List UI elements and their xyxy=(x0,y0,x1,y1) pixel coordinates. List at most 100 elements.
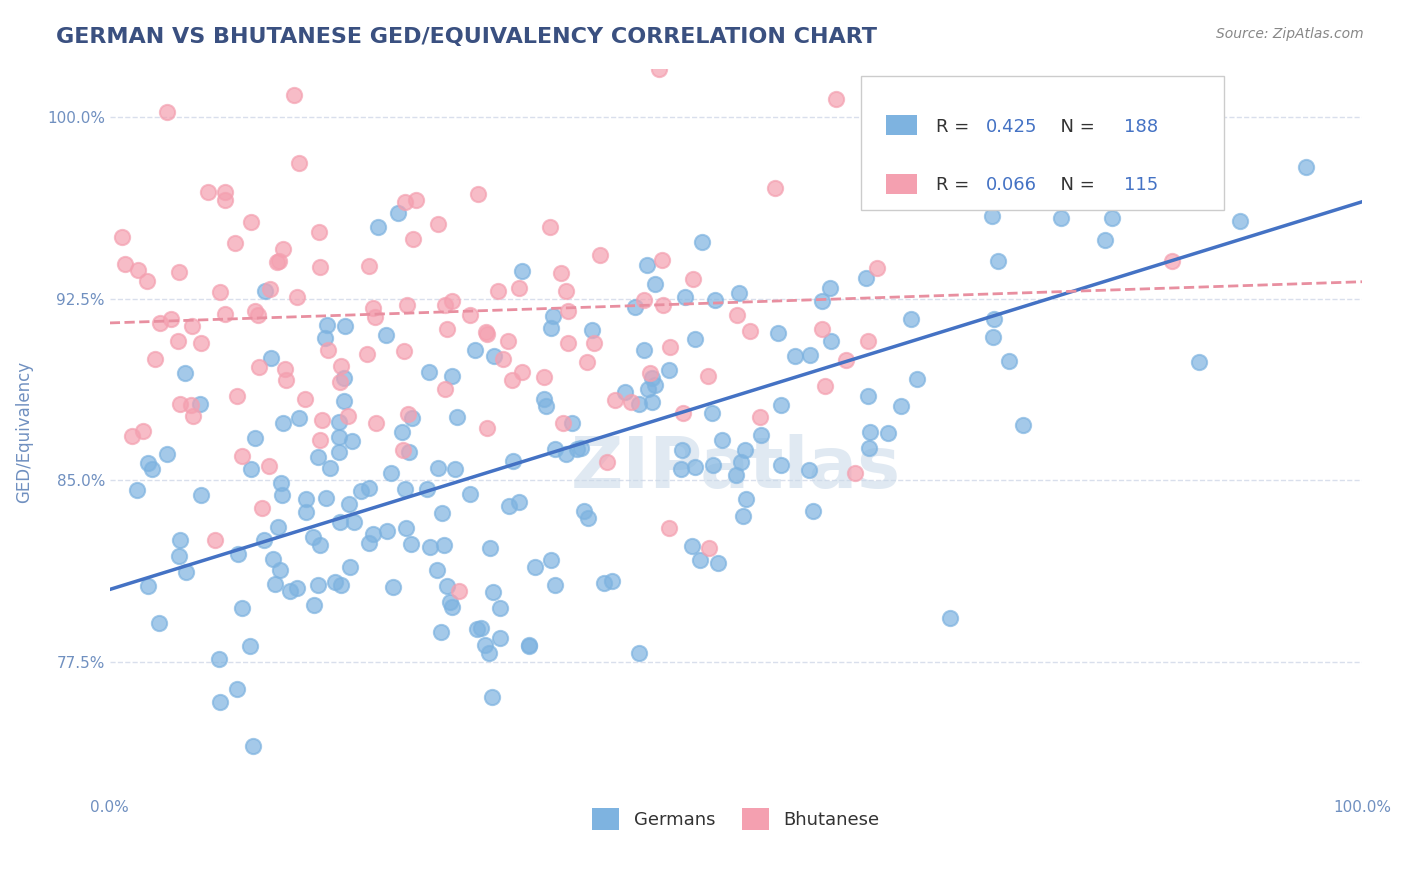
Point xyxy=(876,426,898,441)
Point xyxy=(418,364,440,378)
Point xyxy=(357,536,380,550)
Point xyxy=(181,409,204,424)
Point xyxy=(538,220,561,235)
Point xyxy=(835,352,858,367)
Point xyxy=(553,416,575,430)
Point xyxy=(208,652,231,666)
Legend: Germans, Bhutanese: Germans, Bhutanese xyxy=(578,794,894,845)
Point xyxy=(169,533,191,547)
Point xyxy=(434,298,457,312)
Point xyxy=(308,538,330,552)
Point xyxy=(307,577,329,591)
Point xyxy=(866,261,889,276)
Point xyxy=(734,491,756,506)
Point xyxy=(401,411,423,425)
Point xyxy=(350,484,373,499)
Point xyxy=(763,181,786,195)
Point xyxy=(287,581,309,595)
Point xyxy=(430,625,453,640)
Point xyxy=(492,352,515,367)
Point xyxy=(555,285,578,299)
Point xyxy=(269,564,291,578)
Point xyxy=(575,355,598,369)
Point xyxy=(311,413,333,427)
Point xyxy=(690,235,713,250)
Point xyxy=(285,290,308,304)
Point xyxy=(239,215,262,229)
Point xyxy=(399,537,422,551)
Point xyxy=(488,601,510,615)
Point xyxy=(356,347,378,361)
Point xyxy=(557,336,579,351)
Point xyxy=(581,323,603,337)
Point xyxy=(440,599,463,614)
Point xyxy=(188,397,211,411)
Point xyxy=(253,284,276,298)
Point xyxy=(267,254,290,268)
Point xyxy=(391,425,413,439)
Point xyxy=(769,398,792,412)
Point xyxy=(288,411,311,425)
Point xyxy=(374,328,396,343)
Point xyxy=(138,578,160,592)
Point xyxy=(148,615,170,630)
Point xyxy=(364,416,387,430)
Point xyxy=(1050,211,1073,225)
Point xyxy=(190,335,212,350)
Point xyxy=(467,186,489,201)
Point xyxy=(156,447,179,461)
Point xyxy=(697,541,720,555)
Point xyxy=(394,482,416,496)
Point xyxy=(209,285,232,299)
Point xyxy=(266,520,288,534)
Point xyxy=(510,365,533,379)
Point xyxy=(557,303,579,318)
Point xyxy=(644,378,666,392)
Point xyxy=(561,416,583,430)
Point xyxy=(890,399,912,413)
Point xyxy=(283,88,305,103)
Point xyxy=(658,362,681,376)
Point xyxy=(811,322,834,336)
Point xyxy=(439,595,461,609)
Point xyxy=(624,300,647,314)
Point xyxy=(141,462,163,476)
Point xyxy=(214,307,236,321)
Text: R =: R = xyxy=(936,176,976,194)
Point xyxy=(270,487,292,501)
Point xyxy=(638,367,661,381)
Point xyxy=(939,611,962,625)
Point xyxy=(498,500,520,514)
Point xyxy=(481,690,503,705)
Point xyxy=(855,270,877,285)
Point xyxy=(329,577,352,591)
Point xyxy=(1188,355,1211,369)
Point xyxy=(333,393,356,408)
Point xyxy=(332,371,354,385)
Point xyxy=(167,549,190,563)
Text: 188: 188 xyxy=(1123,118,1159,136)
Point xyxy=(574,503,596,517)
Point xyxy=(242,739,264,753)
Point xyxy=(685,332,707,346)
Point xyxy=(905,372,928,386)
Point xyxy=(440,294,463,309)
Point xyxy=(998,354,1021,368)
Point xyxy=(648,62,671,76)
Point xyxy=(725,308,748,322)
Point xyxy=(614,384,637,399)
Point xyxy=(375,524,398,539)
Point xyxy=(981,329,1004,343)
Point xyxy=(125,483,148,498)
Point xyxy=(405,193,427,207)
Point xyxy=(685,460,707,475)
Point xyxy=(329,359,352,374)
Point xyxy=(825,92,848,106)
Point xyxy=(702,458,724,472)
Point xyxy=(508,280,530,294)
Point xyxy=(436,579,458,593)
Point xyxy=(328,430,350,444)
Point xyxy=(181,319,204,334)
Point xyxy=(329,515,352,529)
Point xyxy=(689,553,711,567)
